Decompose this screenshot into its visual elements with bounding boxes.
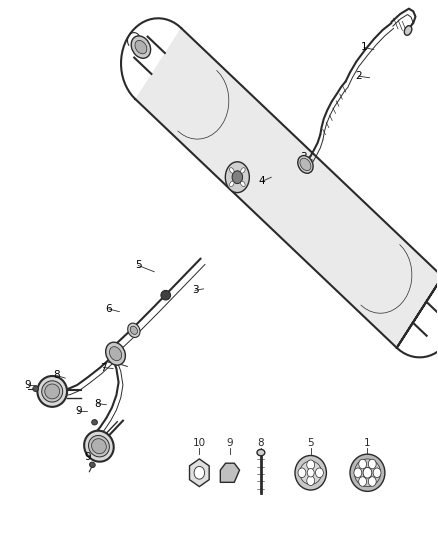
- Ellipse shape: [33, 386, 39, 391]
- Text: 1: 1: [364, 438, 371, 448]
- Circle shape: [359, 459, 367, 469]
- Ellipse shape: [135, 41, 147, 54]
- Ellipse shape: [92, 419, 97, 425]
- Circle shape: [232, 171, 243, 183]
- Ellipse shape: [37, 376, 67, 407]
- Text: 1: 1: [234, 166, 241, 176]
- Ellipse shape: [128, 323, 140, 337]
- Ellipse shape: [88, 435, 110, 457]
- Circle shape: [354, 468, 362, 478]
- Text: 9: 9: [25, 379, 31, 390]
- Text: 9: 9: [85, 452, 92, 462]
- Text: 3: 3: [192, 286, 198, 295]
- Ellipse shape: [84, 431, 114, 462]
- Text: 8: 8: [94, 399, 101, 409]
- Circle shape: [315, 468, 323, 478]
- Text: 4: 4: [258, 176, 265, 187]
- Ellipse shape: [130, 326, 138, 334]
- Ellipse shape: [295, 456, 326, 490]
- Circle shape: [368, 459, 376, 469]
- Ellipse shape: [45, 384, 60, 399]
- Text: 3: 3: [300, 152, 307, 162]
- Ellipse shape: [240, 168, 245, 173]
- Ellipse shape: [300, 461, 321, 484]
- Text: 5: 5: [307, 438, 314, 448]
- Polygon shape: [220, 463, 240, 482]
- Text: 7: 7: [100, 362, 106, 373]
- Ellipse shape: [257, 449, 265, 456]
- Ellipse shape: [131, 36, 151, 58]
- Polygon shape: [135, 28, 438, 348]
- Ellipse shape: [404, 26, 412, 35]
- Text: 6: 6: [106, 304, 112, 314]
- Ellipse shape: [225, 162, 249, 192]
- Ellipse shape: [230, 181, 234, 187]
- Text: 10: 10: [193, 438, 206, 448]
- Circle shape: [307, 476, 314, 486]
- Ellipse shape: [42, 381, 63, 402]
- Circle shape: [307, 460, 314, 470]
- Ellipse shape: [300, 158, 311, 171]
- Circle shape: [359, 477, 367, 486]
- Text: 8: 8: [53, 370, 60, 381]
- Polygon shape: [190, 459, 209, 487]
- Ellipse shape: [298, 156, 313, 173]
- Ellipse shape: [106, 342, 125, 365]
- Circle shape: [298, 468, 306, 478]
- Ellipse shape: [230, 168, 234, 173]
- Ellipse shape: [240, 181, 245, 187]
- Circle shape: [363, 467, 372, 478]
- Text: 8: 8: [258, 438, 264, 448]
- Text: 2: 2: [355, 71, 362, 81]
- Circle shape: [307, 469, 314, 477]
- Circle shape: [194, 466, 205, 479]
- Ellipse shape: [161, 290, 170, 300]
- Ellipse shape: [110, 346, 122, 361]
- Ellipse shape: [354, 459, 381, 487]
- Text: 5: 5: [135, 261, 141, 270]
- Text: 9: 9: [226, 438, 233, 448]
- Ellipse shape: [350, 454, 385, 491]
- Circle shape: [368, 477, 376, 486]
- Ellipse shape: [89, 462, 95, 467]
- Ellipse shape: [92, 439, 106, 454]
- Text: 1: 1: [360, 43, 367, 52]
- Text: 9: 9: [75, 406, 82, 416]
- Circle shape: [373, 468, 381, 478]
- Text: 3: 3: [106, 344, 112, 354]
